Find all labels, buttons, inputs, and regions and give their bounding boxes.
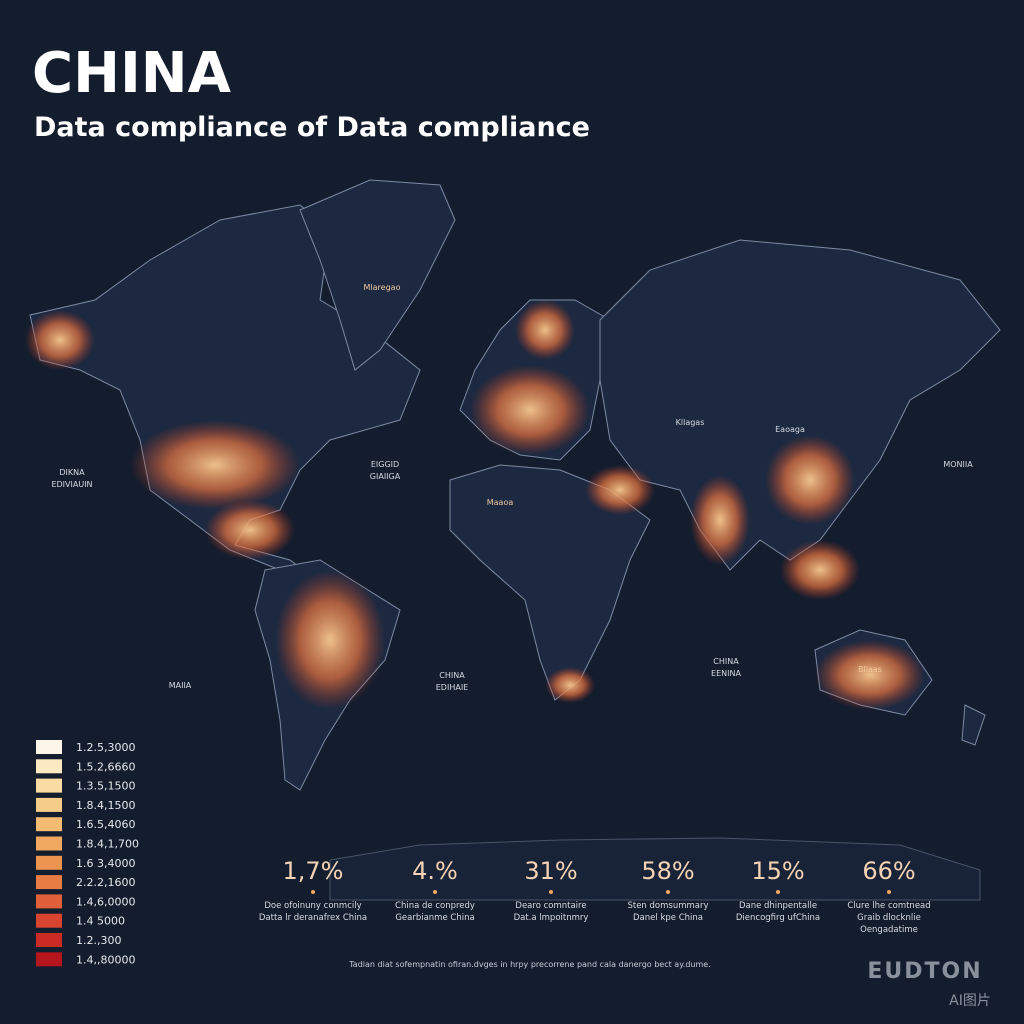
legend-label: 1.2.,300	[76, 934, 121, 947]
legend-swatch	[36, 836, 62, 851]
stat-dot	[549, 890, 553, 894]
map-label: GIAIIGA	[370, 472, 401, 481]
legend-label: 1.2.5,3000	[76, 741, 135, 754]
stat-caption: Graib dlocknlie	[857, 913, 921, 923]
stat-caption: Doe ofoinuny conmcily	[264, 901, 361, 911]
legend-swatch	[36, 778, 62, 793]
map-label: EDIHAIE	[436, 683, 468, 692]
map-label: DIKNA	[59, 468, 85, 477]
map-label: Bllaas	[858, 665, 882, 674]
stat-value: 31%	[524, 857, 577, 885]
stat-caption: China de conpredy	[395, 901, 475, 911]
legend-swatch	[36, 913, 62, 928]
legend-label: 1.8.4,1500	[76, 799, 135, 812]
map-label: Eaoaga	[775, 425, 805, 434]
legend-swatch	[36, 933, 62, 947]
stat-dot	[433, 890, 437, 894]
title: CHINA	[32, 41, 232, 106]
stats: 1,7% Doe ofoinuny conmcily Datta lr derana…	[259, 857, 931, 935]
legend-label: 1.4 5000	[76, 915, 125, 928]
map-label: EENINA	[711, 669, 741, 678]
legend-label: 1.6 3,4000	[76, 857, 135, 870]
antarctica	[329, 837, 981, 901]
world-map	[25, 179, 1001, 901]
new-zealand	[961, 704, 986, 746]
map-label: Kllagas	[676, 418, 705, 427]
stat-caption: Dat.a lmpoitnmry	[514, 913, 589, 923]
legend-swatch	[36, 797, 62, 812]
stat-value: 58%	[641, 857, 694, 885]
legend-swatch	[36, 817, 62, 832]
stat-caption: Clure lhe comtnead	[847, 901, 930, 911]
map-label: CHINA	[713, 657, 739, 666]
legend-swatch	[36, 875, 62, 890]
stat-caption: Sten domsummary	[627, 901, 708, 911]
legend-swatch	[36, 740, 62, 754]
stat-caption: Diencogfirg ufChina	[736, 913, 820, 923]
legend-swatch	[36, 759, 62, 774]
stat-value: 1,7%	[283, 857, 344, 885]
stat-caption: Dearo comntaire	[515, 901, 586, 911]
stat-caption: Oengadatime	[860, 925, 918, 935]
legend-swatch	[36, 894, 62, 909]
subtitle: Data compliance of Data compliance	[34, 112, 590, 143]
africa	[449, 464, 651, 701]
legend-label: 1.6.5,4060	[76, 818, 135, 831]
map-label: EDIVIAUIN	[51, 480, 92, 489]
legend: 1.2.5,3000 1.5.2,6660 1.3.5,1500 1.8.4,1500…	[36, 740, 139, 967]
stat-dot	[311, 890, 315, 894]
stat-caption: Dane dhinpentalle	[739, 901, 817, 911]
legend-swatch	[36, 855, 62, 870]
legend-label: 1.8.4,1,700	[76, 838, 139, 851]
legend-label: 2.2.2,1600	[76, 876, 135, 889]
map-labels: Mlaregao DIKNA EDIVIAUIN EIGGID GIAIIGA Kllag…	[51, 283, 973, 692]
stat-dot	[887, 890, 891, 894]
stat-caption: Datta lr deranafrex China	[259, 913, 367, 923]
map-label: EIGGID	[371, 460, 399, 469]
map-label: MONIIA	[943, 460, 973, 469]
stat-value: 66%	[862, 857, 915, 885]
legend-label: 1.3.5,1500	[76, 780, 135, 793]
footnote: Tadian diat sofempnatin ofiran.dvges in …	[348, 960, 711, 969]
stat-caption: Gearbianme China	[395, 913, 474, 923]
legend-swatch	[36, 952, 62, 967]
legend-label: 1.4,,80000	[76, 953, 135, 966]
watermark-brand: EUDTON	[867, 959, 982, 984]
watermark-tag: AI图片	[949, 993, 991, 1009]
stat-dot	[776, 890, 780, 894]
map-label: MAIIA	[169, 681, 192, 690]
map-label: Maaoa	[487, 498, 514, 507]
stat-value: 15%	[751, 857, 804, 885]
legend-label: 1.4,6,0000	[76, 895, 135, 908]
map-label: Mlaregao	[364, 283, 401, 292]
stat-value: 4.%	[412, 857, 458, 885]
stat-caption: Danel kpe China	[633, 913, 703, 923]
stat-dot	[666, 890, 670, 894]
legend-label: 1.5.2,6660	[76, 760, 135, 773]
map-label: CHINA	[439, 671, 465, 680]
activity-glow	[25, 300, 925, 710]
greenland	[299, 179, 456, 371]
